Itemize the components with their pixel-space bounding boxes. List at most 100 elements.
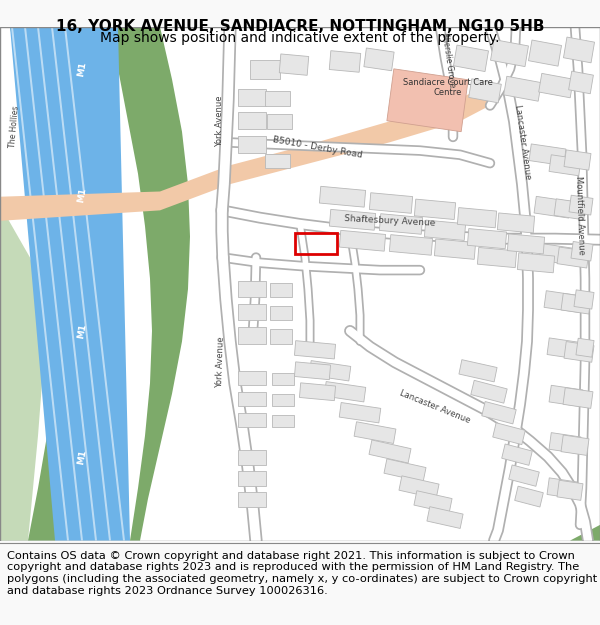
Bar <box>238 451 266 465</box>
Polygon shape <box>11 27 69 541</box>
Bar <box>238 304 266 321</box>
Bar <box>529 40 562 66</box>
Polygon shape <box>10 27 95 541</box>
Text: Lancaster Avenue: Lancaster Avenue <box>513 104 533 180</box>
Bar <box>504 76 541 101</box>
Bar <box>414 491 452 513</box>
Bar <box>299 383 335 401</box>
Bar <box>339 402 381 423</box>
Polygon shape <box>570 525 600 541</box>
Bar <box>238 471 266 486</box>
Bar <box>238 136 266 152</box>
Bar <box>295 233 337 254</box>
Text: Lancaster Avenue: Lancaster Avenue <box>398 388 472 425</box>
Bar <box>478 248 517 268</box>
Bar <box>557 247 589 268</box>
Polygon shape <box>51 27 111 541</box>
Text: Mountfield Avenue: Mountfield Avenue <box>574 176 586 255</box>
Bar <box>539 73 574 98</box>
Polygon shape <box>10 27 130 541</box>
Bar <box>557 480 583 501</box>
Bar <box>272 415 294 428</box>
Bar <box>369 440 411 463</box>
Bar <box>491 39 529 67</box>
Text: M1: M1 <box>76 449 88 465</box>
Bar <box>427 507 463 529</box>
Bar <box>574 290 594 309</box>
Bar <box>295 362 331 379</box>
Polygon shape <box>0 84 490 221</box>
Bar <box>549 432 581 454</box>
Text: M1: M1 <box>76 186 88 203</box>
Bar <box>571 241 593 261</box>
Bar <box>564 341 594 362</box>
Bar <box>563 37 595 63</box>
Bar <box>265 91 290 106</box>
Bar <box>539 244 576 265</box>
Bar <box>549 385 583 407</box>
Bar <box>265 154 290 168</box>
Text: The Hollies: The Hollies <box>8 105 20 148</box>
Bar <box>469 79 502 103</box>
Bar <box>379 214 422 234</box>
Bar <box>561 435 589 456</box>
Bar <box>454 45 488 72</box>
Bar <box>529 144 566 166</box>
Text: York Avenue: York Avenue <box>215 96 224 147</box>
Bar <box>502 444 532 466</box>
Text: B5010 - Derby Road: B5010 - Derby Road <box>272 135 364 160</box>
Bar <box>309 361 351 381</box>
Bar <box>329 51 361 72</box>
Text: Contains OS data © Crown copyright and database right 2021. This information is : Contains OS data © Crown copyright and d… <box>7 551 598 596</box>
Bar <box>389 234 433 255</box>
Text: Map shows position and indicative extent of the property.: Map shows position and indicative extent… <box>100 31 500 45</box>
Text: Sandiacre Court Care
Centre: Sandiacre Court Care Centre <box>403 78 493 98</box>
Text: York Avenue: York Avenue <box>215 336 226 388</box>
Bar <box>569 195 593 215</box>
Bar <box>549 155 581 176</box>
Bar <box>457 208 497 227</box>
Bar <box>238 112 266 129</box>
Bar <box>324 381 366 402</box>
Bar <box>517 253 554 272</box>
Bar <box>564 150 591 170</box>
Bar <box>267 114 292 129</box>
Bar <box>563 388 593 408</box>
Bar <box>554 199 586 220</box>
Bar <box>238 392 266 406</box>
Bar <box>509 465 539 486</box>
Bar <box>238 281 266 298</box>
Polygon shape <box>108 27 190 541</box>
Bar <box>238 412 266 428</box>
Bar <box>424 220 466 241</box>
Text: 16, YORK AVENUE, SANDIACRE, NOTTINGHAM, NG10 5HB: 16, YORK AVENUE, SANDIACRE, NOTTINGHAM, … <box>56 19 544 34</box>
Text: M1: M1 <box>76 322 88 339</box>
Polygon shape <box>64 27 125 541</box>
Bar <box>497 213 535 233</box>
Polygon shape <box>24 27 83 541</box>
Polygon shape <box>0 27 45 541</box>
Bar <box>434 239 476 259</box>
Bar <box>387 69 468 132</box>
Bar <box>238 371 266 386</box>
Bar <box>534 196 571 218</box>
Bar <box>467 229 506 249</box>
Bar <box>508 234 545 254</box>
Bar <box>238 492 266 507</box>
Bar <box>482 401 516 424</box>
Bar <box>272 394 294 406</box>
Bar <box>329 209 376 230</box>
Bar <box>250 61 280 79</box>
Bar <box>471 380 507 403</box>
Bar <box>272 373 294 386</box>
Bar <box>399 476 439 499</box>
Text: Shaftesbury Avenue: Shaftesbury Avenue <box>344 214 436 228</box>
Bar <box>270 282 292 298</box>
Text: Ellerslie Grove: Ellerslie Grove <box>440 32 457 89</box>
Bar <box>295 341 335 359</box>
Bar <box>270 329 292 344</box>
Bar <box>370 192 413 213</box>
Bar <box>279 54 309 75</box>
Bar <box>569 71 593 94</box>
Bar <box>576 338 594 357</box>
